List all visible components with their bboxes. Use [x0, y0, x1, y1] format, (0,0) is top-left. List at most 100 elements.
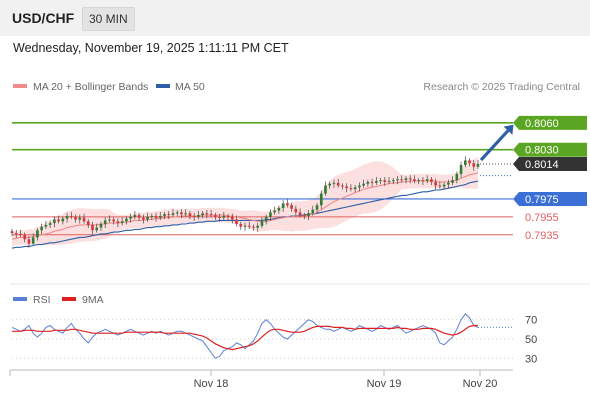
candle-body [264, 216, 268, 222]
candle-body [298, 212, 302, 216]
candle-body [438, 185, 442, 187]
candle-body [370, 181, 374, 183]
pivot-level-label-5: 0.7935 [525, 230, 559, 242]
candle-body [472, 163, 476, 167]
candle-body [425, 179, 429, 182]
rsi-plot: 70 50 30 [11, 313, 537, 365]
x-tick-label: Nov 19 [367, 378, 402, 390]
candle-body [417, 180, 421, 182]
candle-body [434, 181, 437, 186]
candle-body [400, 179, 404, 181]
rsi-ma9-line [12, 324, 478, 351]
rsi-tick-label-50: 50 [525, 334, 537, 346]
candle-body [19, 233, 22, 235]
candle-body [332, 182, 336, 184]
candle-body [154, 215, 158, 218]
forecast-arrow-shaft [479, 129, 510, 162]
interval-button[interactable]: 30 MIN [82, 7, 135, 31]
forecast-arrow-head [503, 124, 514, 135]
candle-body [116, 221, 120, 224]
price-level-label-2: 0.8014 [525, 159, 559, 171]
candle-body [175, 212, 179, 214]
candle-body [353, 187, 357, 190]
candle-body [286, 203, 289, 206]
candle-body [201, 213, 204, 216]
ma9-legend-swatch [62, 297, 76, 301]
candle-body [302, 215, 306, 217]
header-bar: USD/CHF 30 MIN [0, 0, 590, 36]
support-level-tag-3 [513, 191, 587, 206]
candle-body [23, 234, 27, 240]
candle-body [86, 221, 90, 225]
ma20-legend-label: MA 20 + Bollinger Bands [33, 81, 148, 93]
candle-body [455, 173, 459, 181]
candle-body [273, 210, 276, 213]
x-tick-label: Nov 20 [463, 378, 498, 390]
candle-body [396, 179, 399, 181]
candle-body [362, 183, 365, 186]
candle-body [167, 214, 171, 216]
price-level-tag-2 [513, 157, 587, 172]
resistance-level-label-1: 0.8030 [525, 145, 559, 157]
candle-body [163, 214, 166, 216]
candle-body [150, 215, 154, 217]
candle-body [218, 216, 221, 218]
candle-body [61, 218, 65, 222]
candle-body [137, 215, 141, 218]
x-axis-ticks: Nov 18 Nov 19 Nov 20 [194, 370, 498, 390]
candle-body [345, 186, 348, 189]
resistance-level-tag-0 [513, 115, 587, 130]
candle-body [10, 231, 14, 233]
candle-body [184, 213, 188, 215]
source-credit: Research © 2025 Trading Central [423, 81, 580, 93]
candle-body [44, 224, 48, 227]
candle-body [391, 180, 395, 182]
candle-body [451, 180, 454, 183]
candle-body [103, 220, 107, 225]
rsi-line [11, 313, 479, 359]
candle-body [476, 164, 480, 167]
candle-body [307, 213, 310, 216]
price-plot: 0.8060 0.8030 0.8014 0.7975 0.7955 0.7935 [10, 115, 587, 249]
bollinger-band [12, 157, 478, 247]
candle-body [108, 219, 111, 221]
candle-body [205, 213, 209, 215]
candle-body [256, 225, 260, 228]
rsi-legend-swatch [13, 297, 27, 301]
candle-body [31, 237, 35, 244]
candle-body [328, 183, 332, 186]
candle-body [459, 164, 463, 174]
candle-body [358, 185, 361, 188]
candle-body [69, 215, 73, 217]
candle-body [82, 217, 86, 222]
candle-body [230, 216, 234, 220]
candle-body [311, 209, 315, 214]
candle-body [413, 179, 416, 182]
pivot-level-label-4: 0.7955 [525, 212, 559, 224]
ma50-line [11, 180, 479, 249]
candle-body [349, 188, 353, 190]
symbol-title: USD/CHF [12, 10, 75, 26]
candle-body [383, 180, 387, 182]
candle-body [95, 227, 99, 231]
candle-body [78, 217, 82, 220]
candle-body [14, 232, 18, 234]
candle-body [171, 213, 175, 216]
candle-body [48, 223, 52, 225]
ma50-legend-swatch [156, 84, 170, 88]
candle-body [40, 226, 43, 231]
candle-body [214, 215, 217, 217]
candle-body [430, 179, 433, 182]
candle-body [243, 225, 247, 227]
candle-body [366, 181, 370, 184]
candle-body [146, 216, 149, 220]
candle-body [99, 224, 103, 228]
candle-body [36, 230, 39, 238]
candle-body [463, 160, 467, 165]
rsi-tick-label-30: 30 [525, 353, 537, 365]
candle-body [112, 219, 115, 222]
resistance-level-label-0: 0.8060 [525, 118, 559, 130]
candle-body [281, 203, 285, 208]
ma20-line [11, 172, 479, 240]
